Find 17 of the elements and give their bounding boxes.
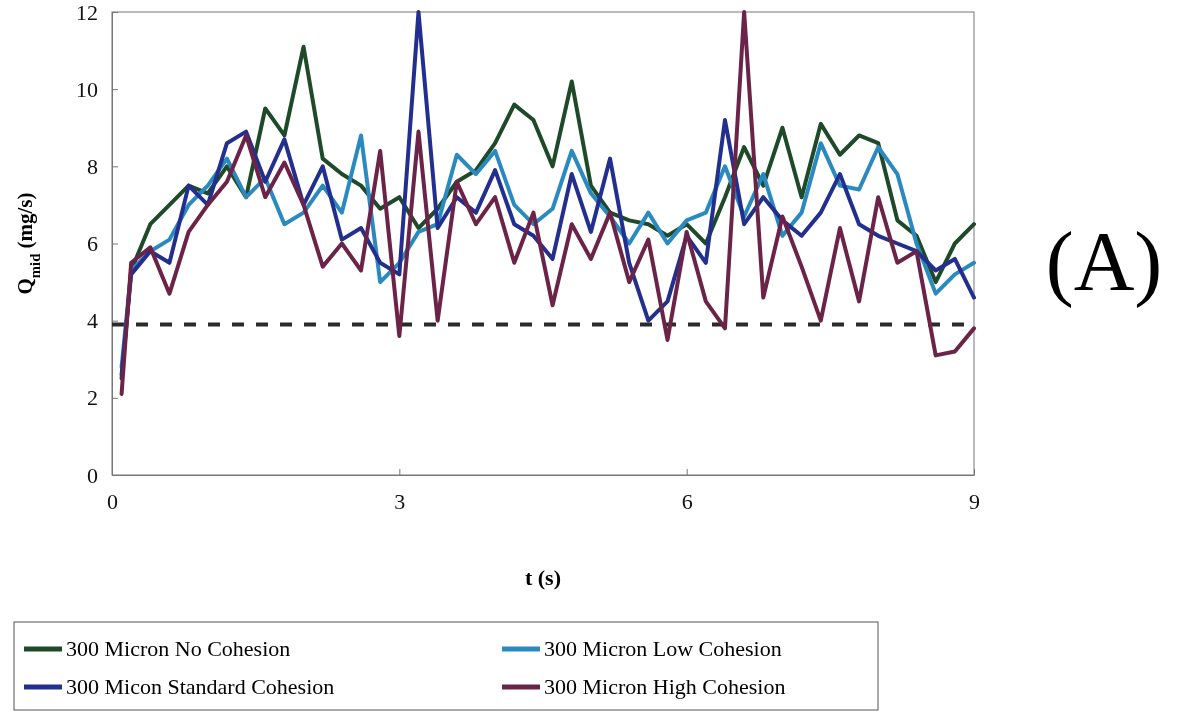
y-tick-label: 0 [87, 462, 98, 488]
x-tick-label: 9 [969, 488, 980, 514]
x-tick-label: 0 [107, 488, 118, 514]
legend-label: 300 Micron Low Cohesion [544, 636, 782, 661]
text: (A) [1045, 215, 1163, 309]
legend-label: 300 Micon Standard Cohesion [66, 674, 335, 699]
x-tick-label: 3 [394, 488, 406, 514]
y-tick-label: 2 [87, 385, 98, 411]
y-tick-label: 8 [87, 153, 98, 179]
legend-label: 300 Micron High Cohesion [544, 674, 786, 699]
legend-label: 300 Micron No Cohesion [66, 636, 291, 661]
x-tick-label: 6 [681, 488, 693, 514]
y-tick-label: 12 [76, 0, 98, 25]
y-tick-label: 6 [87, 231, 98, 257]
y-tick-label: 10 [76, 76, 98, 102]
x-axis-title: t (s) [524, 565, 562, 590]
y-tick-label: 4 [87, 308, 98, 334]
